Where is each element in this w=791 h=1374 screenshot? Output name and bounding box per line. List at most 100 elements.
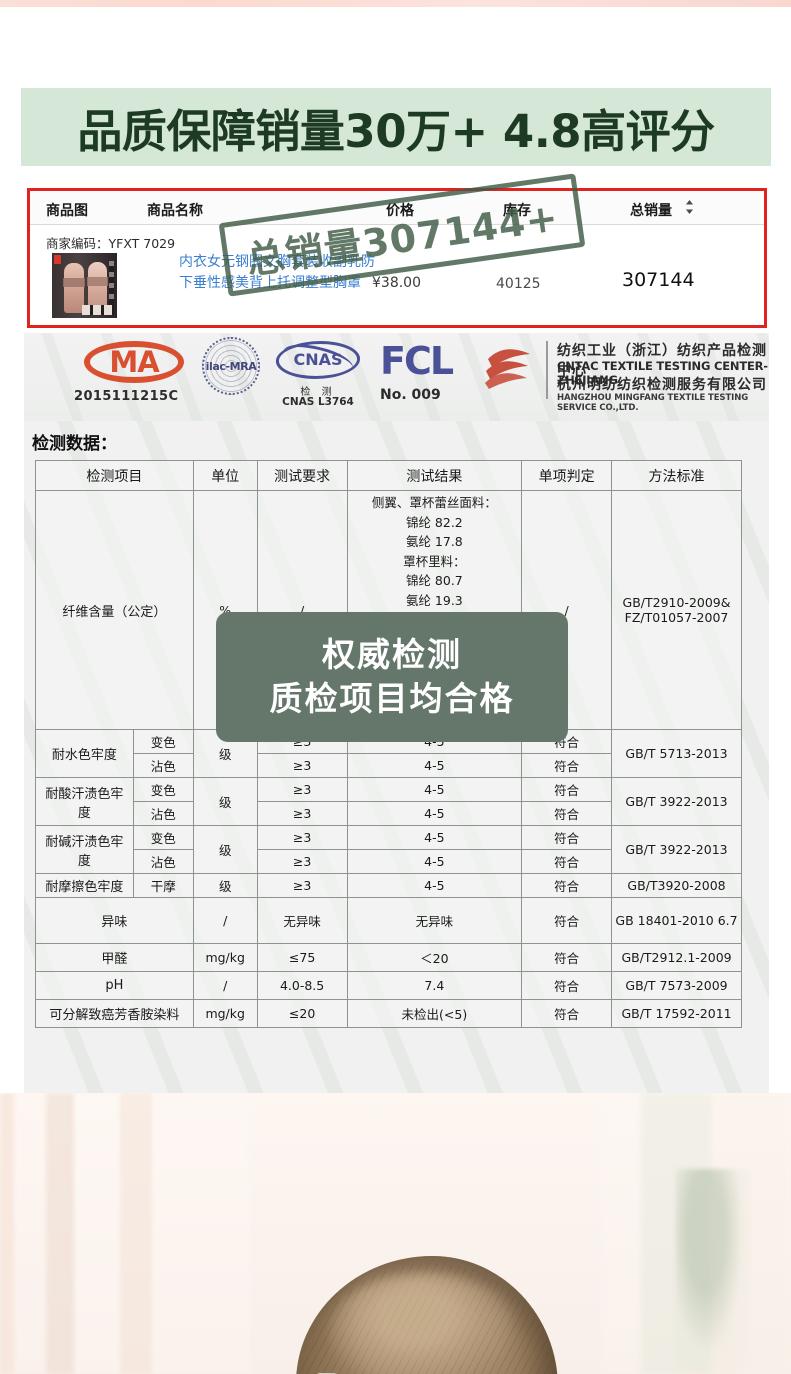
fcl-icon: FCL (380, 339, 454, 383)
sort-arrows-svg (686, 200, 693, 214)
fcl-number: No. 009 (380, 387, 441, 403)
row-ver-acid-1: 符合 (521, 777, 613, 802)
merchant-code-label: 商家编码：YFXT 7029 (46, 236, 176, 251)
fiber-result-line-6: 氨纶 19.3 (405, 592, 463, 608)
row-ver-alkali-2: 符合 (521, 849, 613, 874)
thumbnail-bra-left (63, 278, 85, 287)
ma-logo-notch (169, 357, 178, 375)
product-title-link[interactable]: 内衣女无钢圈文胸套装收副乳防 下垂性感美背上托调整型胸罩 (179, 252, 479, 294)
cntac-wave-icon (485, 349, 530, 389)
column-header-name: 商品名称 (147, 203, 203, 219)
row-req-odor: 无异味 (256, 897, 348, 944)
th-result: 测试结果 (346, 460, 523, 491)
model-hair-highlight (330, 1273, 520, 1374)
row-std-odor: GB 18401-2010 6.7 (611, 897, 742, 944)
ma-certification-icon: MA (84, 341, 184, 383)
test-data-title: 检测数据： (32, 434, 117, 454)
row-item-formaldehyde: 甲醛 (35, 943, 194, 972)
fiber-verdict: / (521, 490, 613, 730)
row-res-ph: 7.4 (346, 971, 523, 1000)
table-row: 可分解致癌芳香胺染料 mg/kg ≤20 未检出(<5) 符合 GB/T 175… (35, 999, 742, 1028)
th-verdict: 单项判定 (521, 460, 613, 491)
row-unit-water: 级 (192, 729, 258, 778)
row-std-rub: GB/T3920-2008 (611, 873, 742, 898)
fiber-standard-line2: FZ/T01057-2007 (624, 610, 729, 625)
table-row: 甲醛 mg/kg ≤75 ＜20 符合 GB/T2912.1-2009 (35, 943, 742, 972)
row-sub-water-2: 沾色 (132, 753, 194, 778)
fiber-result-line-3: 氨纶 17.8 (405, 534, 463, 549)
row-ver-rub: 符合 (521, 873, 613, 898)
row-ver-alkali-1: 符合 (521, 825, 613, 850)
row-unit-rub: 级 (192, 873, 258, 898)
pink-decoration (765, 760, 791, 895)
row-item-alkali-fastness: 耐碱汗渍色牢度 (35, 825, 134, 874)
row-ver-acid-2: 符合 (521, 801, 613, 826)
row-req-ph: 4.0-8.5 (256, 971, 348, 1000)
row-item-ph: pH (35, 971, 194, 1000)
product-sales-value: 307144 (622, 269, 695, 291)
row-item-azo-dye: 可分解致癌芳香胺染料 (35, 999, 194, 1028)
th-requirement: 测试要求 (256, 460, 348, 491)
row-std-water: GB/T 5713-2013 (611, 729, 742, 778)
fiber-result-line-10: 侧翼花边： (403, 670, 466, 686)
row-sub-alkali-1: 变色 (132, 825, 194, 850)
headline-banner: 品质保障销量30万+ 4.8高评分 (21, 88, 771, 166)
column-header-sales[interactable]: 总销量 (630, 203, 672, 219)
model-photo (0, 1093, 791, 1374)
certification-logos-strip: MA 2015111215C ilac-MRA CNAS 检 测 CNAS L3… (24, 333, 769, 421)
row-res-odor: 无异味 (346, 897, 523, 944)
row-sub-alkali-2: 沾色 (132, 849, 194, 874)
row-item-water-fastness: 耐水色牢度 (35, 729, 134, 778)
product-summary-table: 商品图 商品名称 价格 库存 总销量 商家编码：YFXT 7029 (27, 188, 767, 328)
fiber-result-line-11: 锦纶 83.8 (405, 690, 463, 705)
row-req-water-2: ≥3 (256, 753, 348, 778)
row-req-rub: ≥3 (256, 873, 348, 898)
table-row: 沾色 ≥3 4-5 符合 (36, 753, 742, 778)
row-unit-acid: 级 (192, 777, 258, 826)
row-std-formaldehyde: GB/T2912.1-2009 (611, 943, 742, 972)
row-req-acid-1: ≥3 (256, 777, 348, 802)
cnas-icon: CNAS (273, 338, 363, 382)
fiber-result-line-12: 氨纶 16.2 (405, 709, 463, 725)
row-sub-acid-1: 变色 (132, 777, 194, 802)
row-req-alkali-2: ≥3 (256, 849, 348, 874)
product-title-line1: 内衣女无钢圈文胸套装收副乳防 (179, 254, 375, 270)
cntac-name-cn: 纺织工业（浙江）纺织产品检测中心 (557, 343, 767, 379)
table-row: pH / 4.0-8.5 7.4 符合 GB/T 7573-2009 (35, 971, 742, 1000)
table-row: 耐摩擦色牢度 干摩 级 ≥3 4-5 符合 GB/T3920-2008 (35, 873, 742, 898)
top-edge-bleed (0, 0, 791, 7)
sort-arrows-icon[interactable] (685, 200, 694, 217)
table-row: 耐水色牢度 变色 级 ≥3 4-5 符合 GB/T 5713-2013 (35, 729, 742, 778)
fiber-result-line-5: 锦纶 80.7 (405, 573, 463, 588)
row-unit-alkali: 级 (192, 825, 258, 874)
row-res-water-2: 4-5 (346, 753, 523, 778)
row-res-acid-1: 4-5 (346, 777, 523, 802)
row-std-azo-dye: GB/T 17592-2011 (611, 999, 742, 1028)
table-row: 沾色 ≥3 4-5 符合 (36, 801, 742, 826)
headline-text: 品质保障销量30万+ 4.8高评分 (77, 104, 715, 158)
product-table-header: 商品图 商品名称 价格 库存 总销量 (30, 191, 764, 225)
table-row: 耐碱汗渍色牢度 变色 级 ≥3 4-5 符合 GB/T 3922-2013 (35, 825, 742, 874)
cntac-company-en: HANGZHOU MINGFANG TEXTILE TESTING SERVIC… (557, 393, 749, 413)
row-res-acid-2: 4-5 (346, 801, 523, 826)
product-thumbnail[interactable] (52, 253, 117, 318)
thumbnail-side-strip (109, 261, 114, 305)
fiber-result-line-8: 锦纶 76.7 (405, 631, 463, 647)
ma-certificate-number: 2015111215C (74, 389, 179, 404)
row-sub-water-1: 变色 (132, 729, 194, 754)
cntac-divider (546, 341, 548, 399)
fiber-unit: % (192, 490, 258, 730)
fiber-result-line-4: 罩杯里料： (403, 553, 466, 569)
row-item-odor: 异味 (35, 897, 194, 944)
row-res-water-1: 4-5 (346, 729, 523, 754)
row-req-alkali-1: ≥3 (256, 825, 348, 850)
th-standard: 方法标准 (611, 460, 742, 491)
test-data-section: 检测数据： 检测项目 单位 测试要求 测试结果 单项判定 方法标准 纤维含量（公… (24, 421, 769, 1093)
product-stock-value: 40125 (496, 276, 541, 292)
th-item: 检测项目 (35, 460, 194, 491)
thumbnail-tag-icon (54, 255, 61, 264)
row-ver-water-2: 符合 (521, 753, 613, 778)
row-std-acid: GB/T 3922-2013 (611, 777, 742, 826)
fiber-result-line-9: 氨纶 23.3 (405, 651, 463, 666)
fiber-result-cell: 侧翼、罩杯蕾丝面料： 锦纶 82.2 氨纶 17.8 罩杯里料： 锦纶 80.7… (346, 490, 523, 730)
